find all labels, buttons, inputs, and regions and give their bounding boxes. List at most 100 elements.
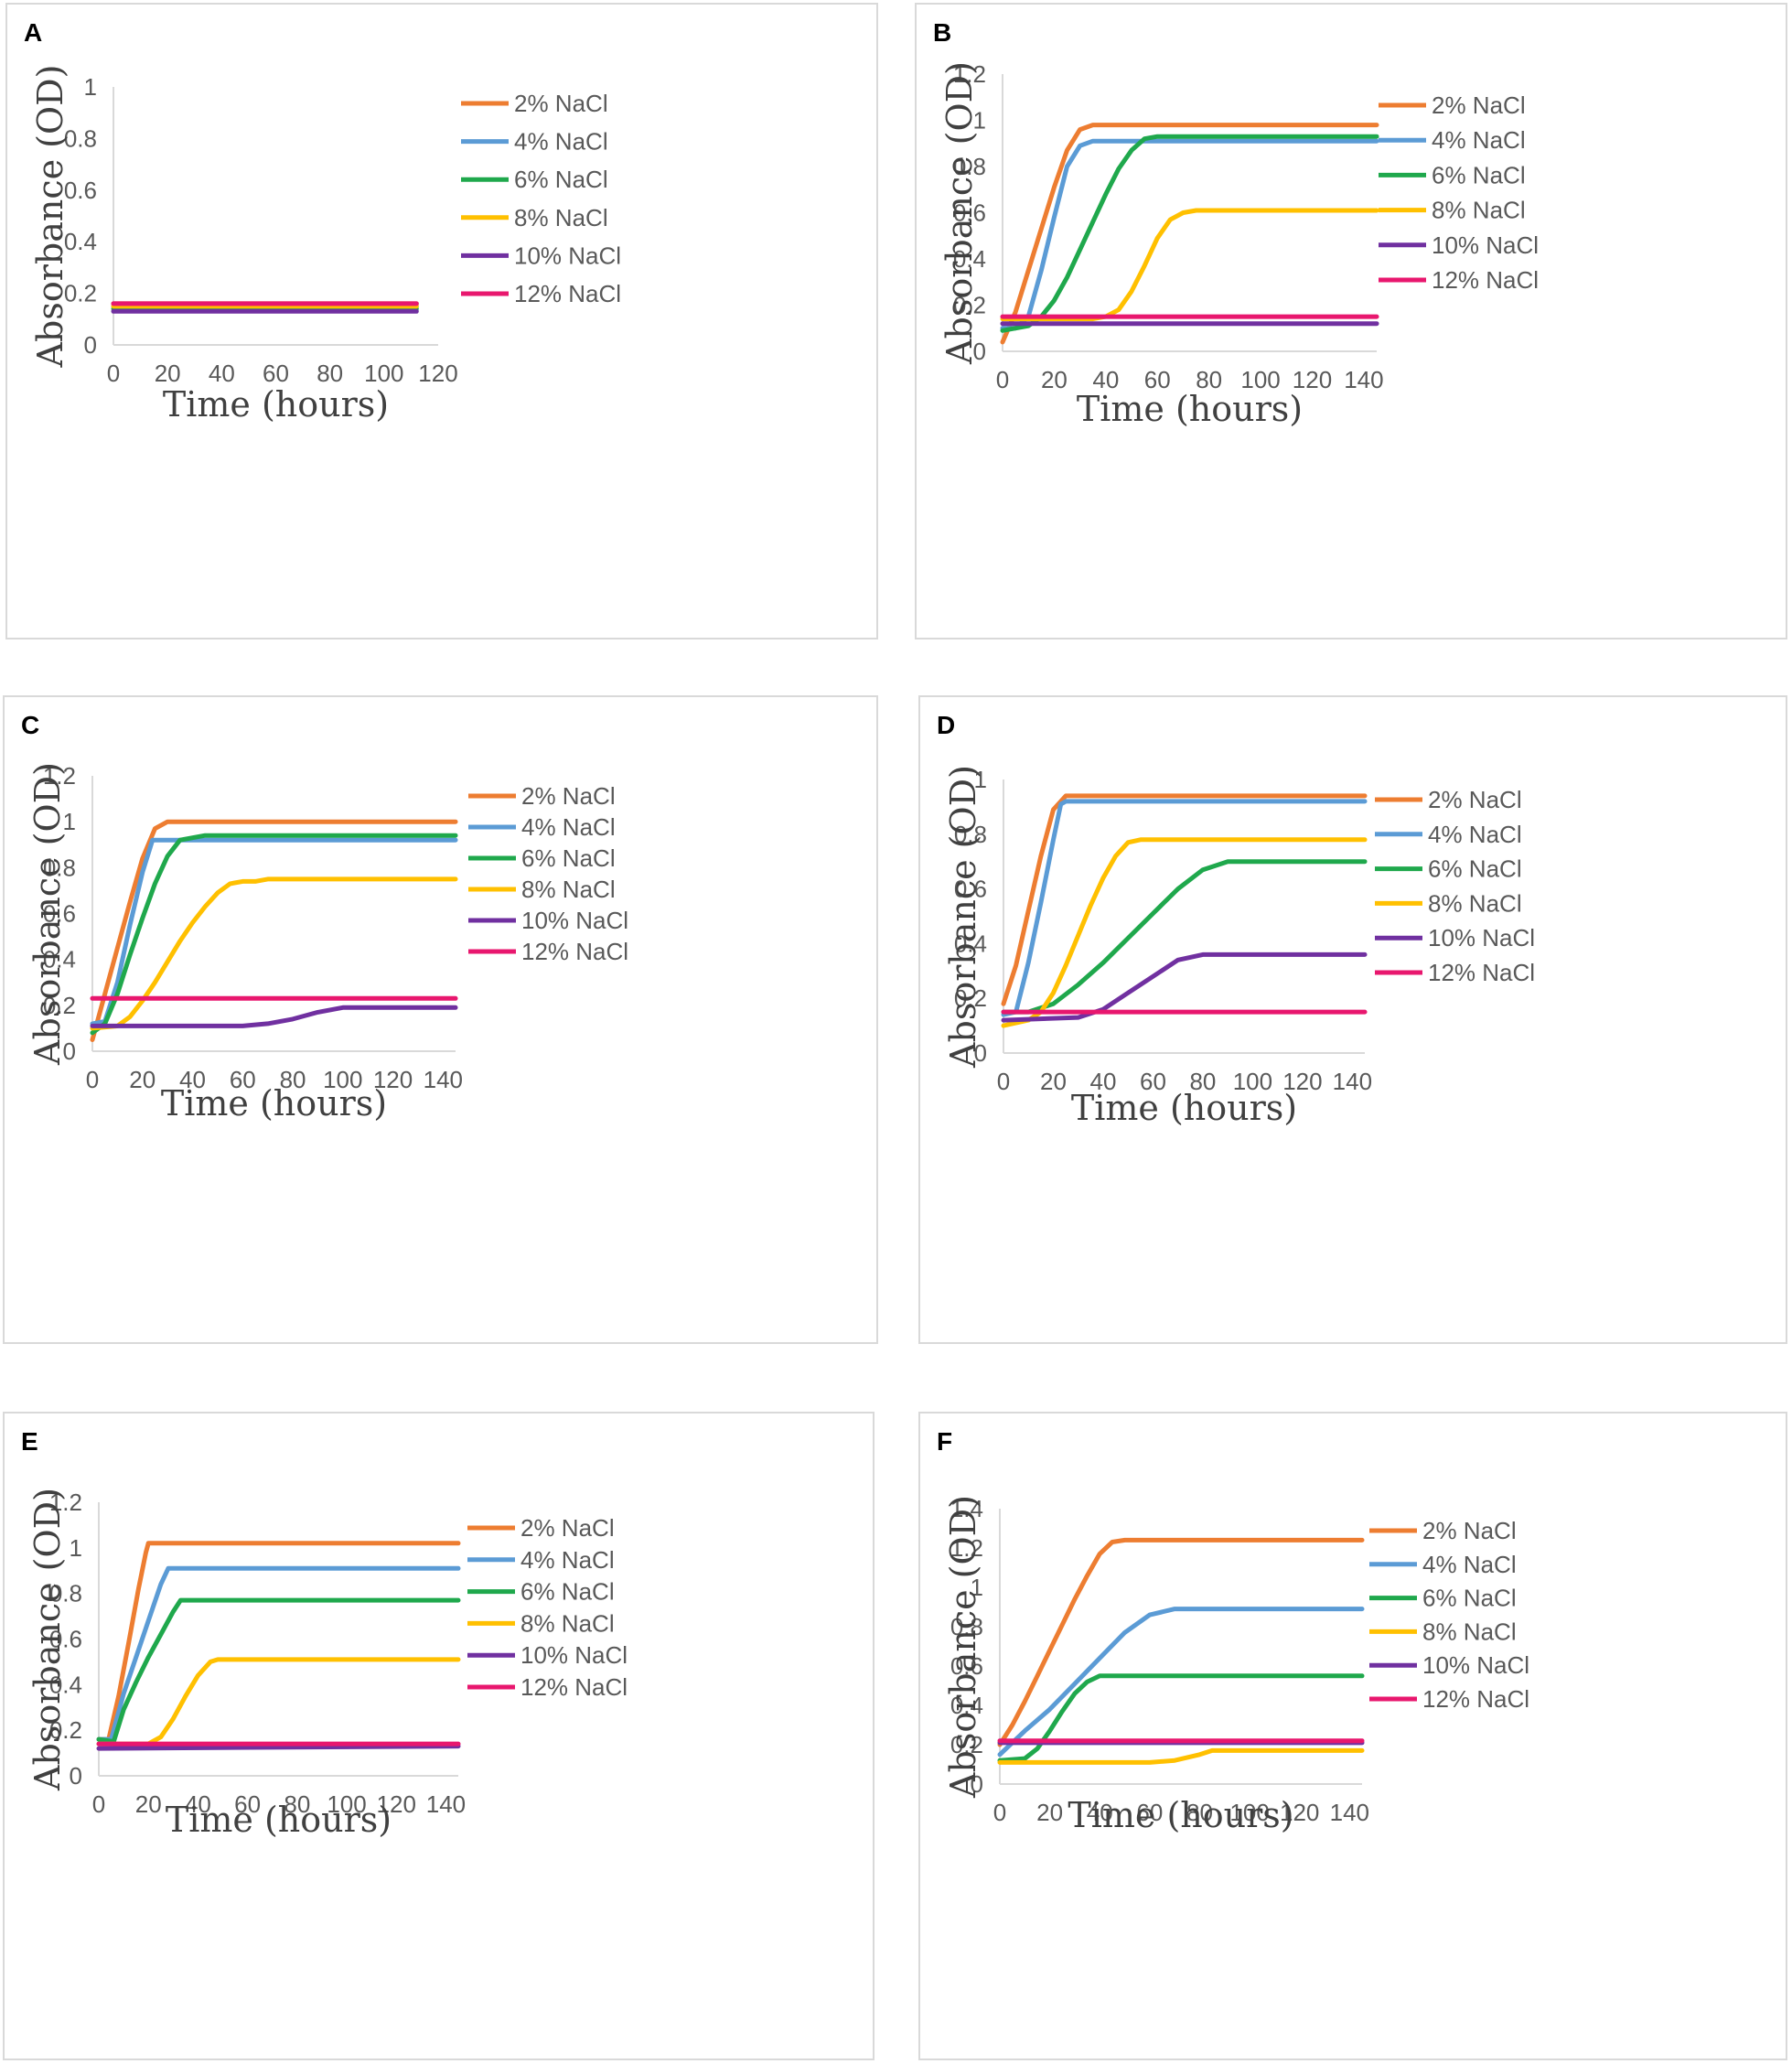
y-tick-label: 1 (974, 766, 987, 793)
x-tick-label: 140 (424, 1066, 463, 1093)
x-axis-title-c: Time (hours) (161, 1083, 387, 1123)
x-tick-label: 100 (327, 1790, 366, 1818)
legend-label-6pct-nacl: 6% NaCl (521, 844, 616, 872)
x-tick-label: 60 (1140, 1068, 1166, 1095)
y-tick-label: 0.6 (49, 1626, 82, 1653)
chart-panel-f: F 0 0.2 0.4 0.6 0.8 1 1.2 1.4 0 20 40 60 80 100 120 140 T… (918, 1412, 1787, 2060)
y-tick-label: 0 (973, 338, 986, 365)
x-tick-label: 20 (155, 360, 181, 387)
y-tick-label: 0 (63, 1037, 76, 1065)
legend-label-4pct-nacl: 4% NaCl (514, 128, 608, 156)
y-tick-label: 1.2 (953, 60, 986, 88)
y-tick-label: 1 (70, 1534, 82, 1562)
series-line-d-8pct-nacl (1001, 837, 1368, 1028)
x-tick-label: 120 (1282, 1068, 1322, 1095)
series-line-f-6pct-nacl (997, 1673, 1365, 1763)
x-tick-label: 120 (1293, 366, 1332, 393)
x-tick-label: 0 (997, 1068, 1010, 1095)
series-line-f-2pct-nacl (997, 1537, 1365, 1747)
series-line-b-8pct-nacl (1000, 208, 1379, 322)
y-tick-label: 0 (70, 1762, 82, 1790)
x-tick-label: 20 (1036, 1799, 1063, 1826)
y-tick-label: 0.2 (43, 992, 76, 1019)
y-tick-label: 0.6 (953, 199, 986, 227)
x-tick-label: 20 (135, 1790, 162, 1818)
y-tick-label: 0.4 (953, 245, 986, 273)
y-axis-title-c: Absorbance (OD) (27, 762, 68, 1066)
x-tick-label: 140 (1344, 366, 1383, 393)
x-tick-label: 60 (263, 360, 289, 387)
y-tick-label: 0 (84, 331, 97, 359)
series-line-d-4pct-nacl (1001, 799, 1368, 1017)
series-line-e-2pct-nacl (96, 1541, 461, 1742)
x-tick-label: 60 (234, 1790, 261, 1818)
legend-label-8pct-nacl: 8% NaCl (1422, 1618, 1517, 1645)
legend-label-6pct-nacl: 6% NaCl (1428, 855, 1522, 883)
series-line-e-10pct-nacl (96, 1744, 461, 1751)
panel-label-f: F (937, 1427, 952, 1456)
x-axis-title-b: Time (hours) (1077, 389, 1303, 429)
y-tick-label: 0.8 (950, 1613, 983, 1640)
x-axis-title-f: Time (hours) (1068, 1795, 1293, 1835)
chart-panel-a: A 0 0.2 0.4 0.6 0.8 1 0 20 40 60 80 100 120 Time (hour… (5, 3, 878, 640)
panel-label-e: E (21, 1427, 38, 1456)
x-tick-label: 60 (230, 1066, 256, 1093)
legend-label-10pct-nacl: 10% NaCl (521, 907, 628, 934)
chart-c-svg: C 0 0.2 0.4 0.6 0.8 1 1.2 0 20 40 60 80 100 120 140 Time… (21, 711, 628, 1123)
x-tick-label: 60 (1144, 366, 1171, 393)
x-tick-label: 100 (1233, 1068, 1272, 1095)
y-tick-label: 1 (971, 1574, 983, 1601)
series-line-b-6pct-nacl (1000, 134, 1379, 333)
legend-label-2pct-nacl: 2% NaCl (1428, 786, 1522, 813)
y-tick-label: 0 (971, 1770, 983, 1798)
x-tick-label: 40 (179, 1066, 206, 1093)
x-tick-label: 0 (107, 360, 120, 387)
x-tick-label: 120 (373, 1066, 413, 1093)
y-tick-label: 1 (973, 107, 986, 134)
y-tick-label: 0.6 (950, 1652, 983, 1680)
legend-label-6pct-nacl: 6% NaCl (1422, 1585, 1517, 1612)
chart-panel-c: C 0 0.2 0.4 0.6 0.8 1 1.2 0 20 40 60 80 100 120 140 Time… (3, 695, 878, 1344)
panel-label-c: C (21, 711, 39, 739)
legend-label-10pct-nacl: 10% NaCl (514, 242, 621, 269)
y-tick-label: 0.2 (953, 292, 986, 319)
y-tick-label: 0.4 (954, 930, 987, 957)
panel-label-a: A (24, 18, 42, 47)
legend-label-6pct-nacl: 6% NaCl (514, 166, 608, 193)
x-tick-label: 0 (92, 1790, 105, 1818)
legend-label-12pct-nacl: 12% NaCl (1428, 959, 1535, 986)
series-line-c-8pct-nacl (90, 876, 458, 1031)
series-line-f-4pct-nacl (997, 1607, 1365, 1758)
series-line-e-4pct-nacl (96, 1565, 461, 1742)
legend-label-8pct-nacl: 8% NaCl (520, 1609, 615, 1637)
x-tick-label: 100 (1240, 366, 1280, 393)
x-tick-label: 140 (1333, 1068, 1372, 1095)
x-tick-label: 100 (323, 1066, 362, 1093)
x-tick-label: 140 (1330, 1799, 1369, 1826)
x-tick-label: 80 (317, 360, 343, 387)
legend-label-10pct-nacl: 10% NaCl (1428, 924, 1535, 951)
legend-label-4pct-nacl: 4% NaCl (1432, 126, 1526, 154)
x-tick-label: 20 (1041, 366, 1068, 393)
y-tick-label: 0.2 (954, 984, 987, 1012)
x-tick-label: 40 (1087, 1799, 1113, 1826)
x-axis-title-e: Time (hours) (166, 1800, 392, 1840)
legend-label-4pct-nacl: 4% NaCl (1422, 1551, 1517, 1578)
legend-label-12pct-nacl: 12% NaCl (1432, 266, 1539, 294)
legend-label-2pct-nacl: 2% NaCl (1432, 91, 1526, 119)
series-line-f-8pct-nacl (997, 1747, 1365, 1765)
y-tick-label: 0.6 (64, 177, 97, 204)
series-line-e-8pct-nacl (96, 1657, 461, 1747)
y-tick-label: 0.4 (950, 1692, 983, 1719)
legend-label-12pct-nacl: 12% NaCl (514, 280, 621, 307)
y-tick-label: 0.8 (49, 1580, 82, 1607)
series-line-c-10pct-nacl (90, 1005, 458, 1028)
legend-label-6pct-nacl: 6% NaCl (1432, 161, 1526, 188)
y-axis-title-a: Absorbance (OD) (30, 65, 70, 369)
legend-label-2pct-nacl: 2% NaCl (521, 782, 616, 810)
y-tick-label: 0.4 (43, 946, 76, 973)
legend-label-8pct-nacl: 8% NaCl (1428, 889, 1522, 917)
y-tick-label: 0.8 (953, 153, 986, 180)
chart-d-svg: D 0 0.2 0.4 0.6 0.8 1 0 20 40 60 80 100 120 140 Time (h… (937, 711, 1535, 1128)
legend-label-12pct-nacl: 12% NaCl (1422, 1685, 1529, 1713)
